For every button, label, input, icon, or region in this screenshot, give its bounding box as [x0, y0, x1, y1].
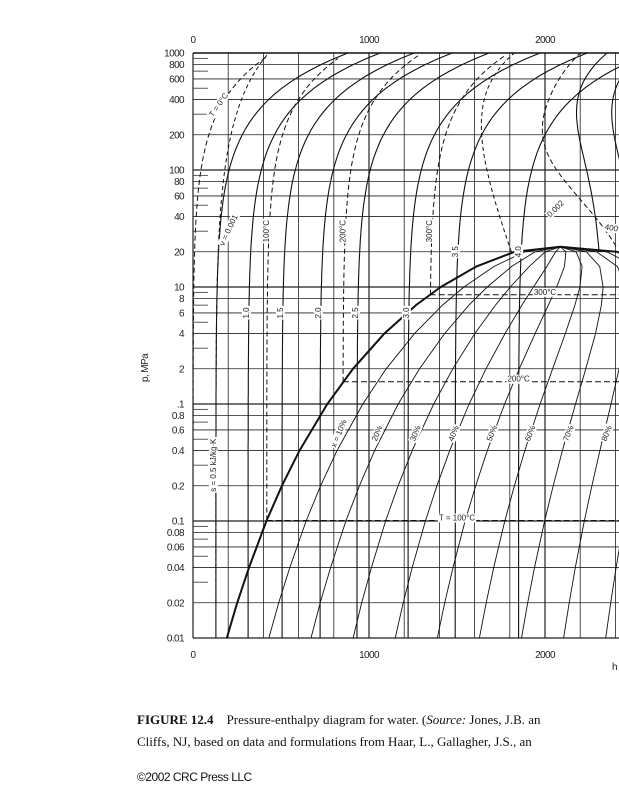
entropy-line: [319, 53, 453, 638]
entropy-line-label: 2.5: [351, 307, 360, 319]
x-tick-label: 2000: [535, 650, 556, 661]
entropy-line: [247, 53, 381, 638]
x-tick-label: 1000: [359, 650, 380, 661]
y-tick-label: 2: [179, 364, 185, 375]
figure-caption-line-2: Cliffs, NJ, based on data and formulatio…: [137, 734, 532, 749]
y-tick-label: 0.8: [172, 411, 185, 422]
entropy-line-label: 4.0: [514, 246, 523, 258]
quality-line: [521, 246, 604, 638]
isotherm: [193, 56, 267, 625]
y-tick-label: 1000: [164, 49, 185, 60]
caption-source: Jones, J.B. an: [466, 712, 541, 727]
axis-ticks: 100080060040020010080604020108642.10.80.…: [164, 35, 556, 661]
quality-line: [560, 246, 619, 638]
isotherm-label: 400°C: [604, 222, 619, 235]
isochore: [480, 53, 515, 253]
quality-line-label: x = 10%: [329, 418, 348, 448]
isotherm-label: 100°C: [262, 220, 271, 243]
isotherm-400C: [541, 53, 617, 247]
isotherm-label: 200°C: [338, 220, 347, 243]
figure-number: FIGURE 12.4: [137, 712, 214, 727]
entropy-line: [518, 66, 619, 638]
entropy-line-label: 1.5: [276, 307, 285, 319]
entropy-line: [454, 53, 588, 638]
entropy-line: [356, 53, 490, 638]
quality-line: [478, 246, 583, 638]
entropy-line-label: 1.0: [242, 307, 251, 319]
isotherm: [266, 57, 339, 521]
quality-line: [394, 246, 561, 638]
y-tick-label: 0.06: [167, 542, 185, 553]
y-tick-label: 600: [169, 74, 185, 85]
entropy-line: [575, 53, 608, 252]
entropy-line: [281, 53, 415, 638]
y-tick-label: 4: [179, 329, 185, 340]
y-tick-label: 800: [169, 60, 185, 71]
y-tick-label: 0.08: [167, 528, 185, 539]
quality-line: [310, 246, 561, 638]
grid: [192, 52, 619, 639]
y-tick-label: 10: [174, 283, 185, 294]
y-tick-label: 60: [174, 191, 185, 202]
quality-line: [352, 246, 561, 638]
copyright: ©2002 CRC Press LLC: [137, 770, 252, 784]
x-axis-label: h: [612, 662, 617, 673]
curves: [193, 53, 619, 638]
quality-line-label: 70%: [561, 424, 575, 442]
curve-labels: x = 10% 20% 30% 40% 50% 60% 70% 80%s = 0.5 kJ/k…: [206, 90, 619, 523]
isotherm: [429, 54, 507, 295]
entropy-line-label: 2.0: [314, 307, 323, 319]
isotherm: [342, 53, 421, 382]
y-tick-label: 0.04: [167, 563, 185, 574]
y-tick-label: 0.02: [167, 598, 185, 609]
x-tick-label: 0: [191, 650, 197, 661]
y-tick-label: 8: [179, 294, 185, 305]
y-tick-label: 0.1: [172, 517, 185, 528]
y-tick-label: 40: [174, 212, 185, 223]
y-tick-label: 100: [169, 166, 185, 177]
x-tick-label: 2000: [535, 35, 556, 46]
y-tick-label: 0.2: [172, 481, 185, 492]
quality-line-label: 50%: [485, 424, 499, 442]
quality-line-label: 60%: [523, 424, 537, 442]
quality-line-label: 20%: [370, 424, 384, 442]
quality-line-label: 40%: [447, 424, 461, 442]
entropy-line-label: 3.5: [451, 246, 460, 258]
isotherm-label: 300°C: [425, 220, 434, 243]
isotherm-dome-label: 300°C: [534, 288, 557, 297]
entropy-line-label: s = 0.5 kJ/kg·K: [209, 438, 218, 492]
y-tick-label: 400: [169, 95, 185, 106]
isochore: [215, 53, 269, 603]
y-tick-label: 200: [169, 130, 185, 141]
quality-line-label: 80%: [600, 424, 614, 442]
y-axis-label: p, MPa: [140, 353, 151, 382]
isotherm-label: T = 0°C: [207, 91, 230, 119]
y-tick-label: 20: [174, 247, 185, 258]
y-tick-label: 6: [179, 308, 185, 319]
y-tick-label: .1: [177, 400, 185, 411]
x-tick-label: 1000: [359, 35, 380, 46]
entropy-line: [215, 53, 349, 638]
quality-line: [268, 246, 561, 638]
y-tick-label: 0.01: [167, 634, 185, 645]
y-tick-label: 0.4: [172, 446, 185, 457]
entropy-line: [611, 79, 619, 161]
isotherm-dome-label: T = 100°C: [439, 513, 475, 522]
entropy-line-label: 3.0: [402, 307, 411, 319]
y-tick-label: 80: [174, 177, 185, 188]
entropy-line: [407, 53, 541, 638]
y-tick-label: 0.6: [172, 425, 185, 436]
x-tick-label: 0: [191, 35, 197, 46]
caption-text: Pressure-enthalpy diagram for water. (: [226, 712, 427, 727]
caption-source-label: Source:: [426, 712, 467, 727]
figure-caption-line-1: FIGURE 12.4 Pressure-enthalpy diagram fo…: [137, 712, 541, 728]
saturation-dome: [225, 245, 619, 638]
isotherm-dome-label: 200°C: [507, 375, 530, 384]
